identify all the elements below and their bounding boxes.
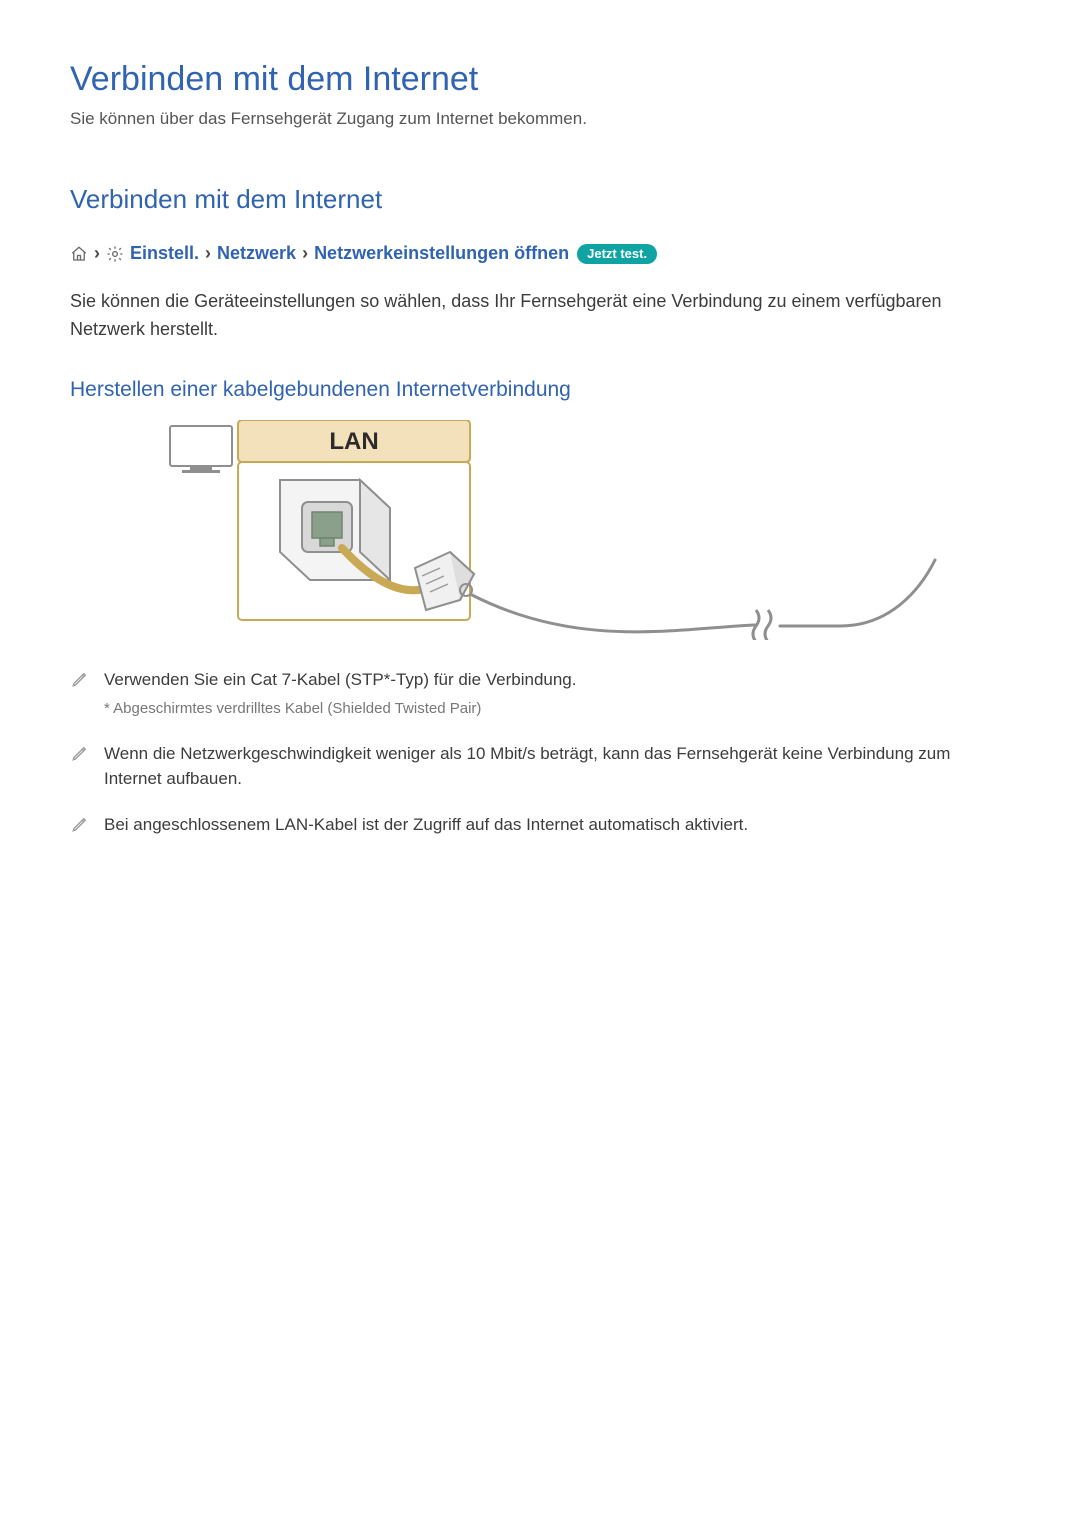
breadcrumb-item[interactable]: Netzwerkeinstellungen öffnen	[314, 243, 569, 264]
cable-long	[472, 560, 935, 640]
gear-icon	[106, 245, 124, 263]
note-icon	[70, 669, 90, 689]
note-text: Bei angeschlossenem LAN-Kabel ist der Zu…	[104, 812, 1010, 838]
note-text: Verwenden Sie ein Cat 7-Kabel (STP*-Typ)…	[104, 667, 1010, 693]
section-body: Sie können die Geräteeinstellungen so wä…	[70, 288, 1000, 344]
note-item: Bei angeschlossenem LAN-Kabel ist der Zu…	[70, 812, 1010, 838]
notes-list: Verwenden Sie ein Cat 7-Kabel (STP*-Typ)…	[70, 667, 1010, 838]
breadcrumb: › Einstell. › Netzwerk › Netzwerkeinstel…	[70, 243, 1010, 264]
lan-label: LAN	[329, 428, 378, 455]
breadcrumb-item[interactable]: Einstell.	[130, 243, 199, 264]
page: Verbinden mit dem Internet Sie können üb…	[0, 0, 1080, 1527]
note-icon	[70, 814, 90, 834]
lan-connection-diagram: LAN	[160, 420, 940, 645]
lan-port-icon	[280, 480, 390, 580]
home-icon	[70, 245, 88, 263]
chevron-icon: ›	[94, 243, 100, 264]
chevron-icon: ›	[302, 243, 308, 264]
breadcrumb-item[interactable]: Netzwerk	[217, 243, 296, 264]
try-now-badge[interactable]: Jetzt test.	[577, 244, 657, 264]
page-subtitle: Sie können über das Fernsehgerät Zugang …	[70, 109, 1010, 129]
note-item: Verwenden Sie ein Cat 7-Kabel (STP*-Typ)…	[70, 667, 1010, 721]
note-item: Wenn die Netzwerkgeschwindigkeit weniger…	[70, 741, 1010, 792]
section-heading: Verbinden mit dem Internet	[70, 184, 1010, 215]
note-icon	[70, 743, 90, 763]
page-title: Verbinden mit dem Internet	[70, 60, 1010, 99]
note-text: Wenn die Netzwerkgeschwindigkeit weniger…	[104, 741, 1010, 792]
chevron-icon: ›	[205, 243, 211, 264]
section-subheading: Herstellen einer kabelgebundenen Interne…	[70, 378, 1010, 402]
note-footnote: * Abgeschirmtes verdrilltes Kabel (Shiel…	[104, 698, 1010, 721]
tv-icon	[170, 426, 232, 473]
